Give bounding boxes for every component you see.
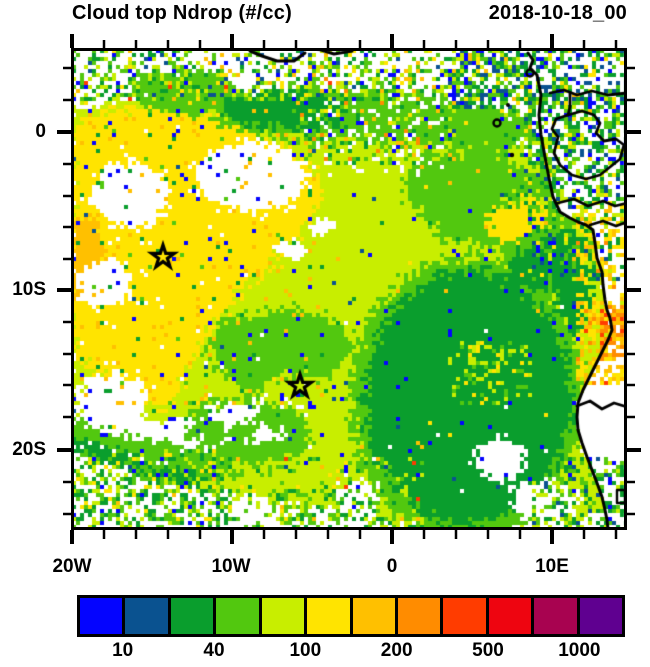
colorbar-cell — [485, 598, 532, 634]
x-tick-label: 0 — [386, 556, 398, 577]
colorbar-cell — [440, 598, 486, 634]
colorbar — [77, 595, 625, 637]
colorbar-label: 200 — [380, 640, 413, 661]
colorbar-label: 100 — [289, 640, 322, 661]
y-tick-label: 10S — [12, 279, 46, 300]
colorbar-label: 1000 — [558, 640, 601, 661]
colorbar-label: 500 — [472, 640, 504, 661]
plot-title: Cloud top Ndrop (#/cc) — [72, 2, 292, 24]
y-tick-label: 0 — [35, 121, 46, 142]
map-canvas — [72, 49, 627, 529]
plot-timestamp: 2018-10-18_00 — [488, 2, 627, 24]
x-tick-label: 20W — [52, 556, 92, 577]
colorbar-cell — [531, 598, 577, 634]
colorbar-cell — [167, 598, 214, 634]
x-tick-label: 10E — [535, 556, 569, 577]
colorbar-label: 40 — [203, 640, 225, 661]
colorbar-cell — [394, 598, 441, 634]
colorbar-cell — [122, 598, 168, 634]
colorbar-cell — [576, 598, 623, 634]
colorbar-cell — [304, 598, 350, 634]
colorbar-cell — [258, 598, 305, 634]
colorbar-cell — [213, 598, 259, 634]
colorbar-label: 10 — [112, 640, 134, 661]
colorbar-cell — [349, 598, 395, 634]
x-tick-label: 10W — [211, 556, 251, 577]
y-tick-label: 20S — [12, 439, 46, 460]
colorbar-cell — [80, 598, 123, 634]
